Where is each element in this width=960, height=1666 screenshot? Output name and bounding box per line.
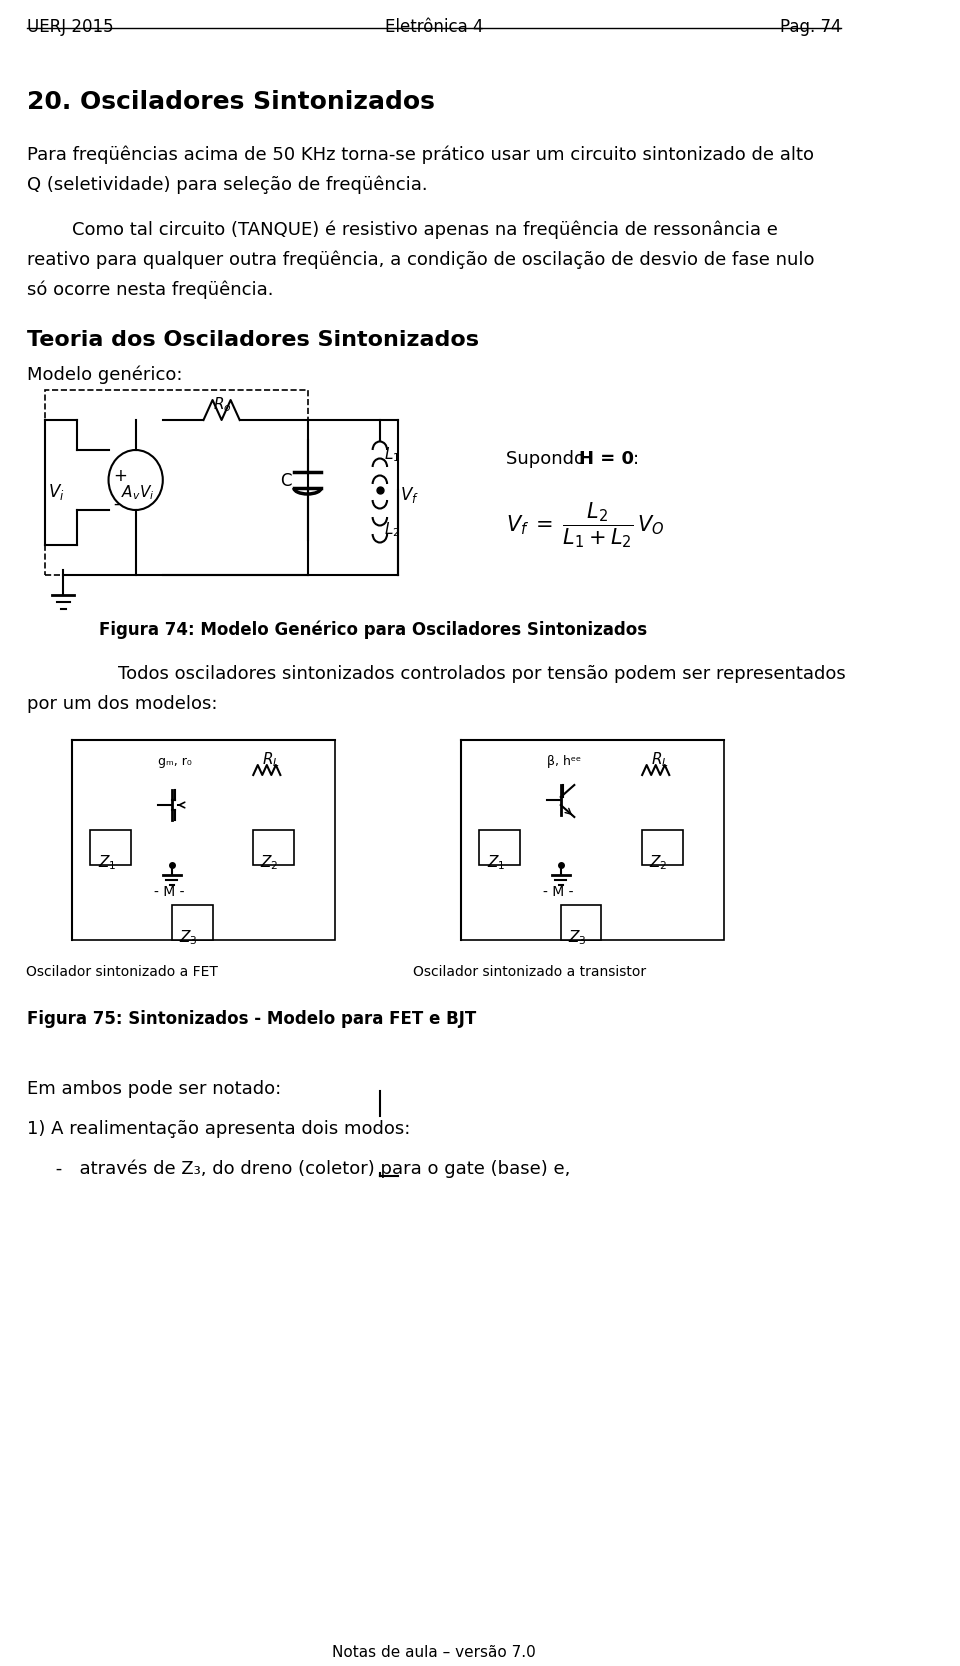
Text: $Z_1$: $Z_1$: [98, 853, 116, 871]
Text: Eletrônica 4: Eletrônica 4: [385, 18, 484, 37]
Text: Notas de aula – versão 7.0: Notas de aula – versão 7.0: [332, 1644, 536, 1659]
Bar: [72, 740, 335, 940]
Text: Supondo: Supondo: [507, 450, 591, 468]
Text: -: -: [113, 495, 119, 513]
Text: $Z_2$: $Z_2$: [649, 853, 668, 871]
Bar: [642, 830, 683, 865]
Text: $Z_1$: $Z_1$: [487, 853, 505, 871]
Text: reativo para qualquer outra freqüência, a condição de oscilação de desvio de fas: reativo para qualquer outra freqüência, …: [27, 250, 815, 268]
Text: Q (seletividade) para seleção de freqüência.: Q (seletividade) para seleção de freqüên…: [27, 175, 428, 193]
Text: $Z_3$: $Z_3$: [180, 928, 198, 946]
Text: :: :: [633, 450, 639, 468]
Text: 1) A realimentação apresenta dois modos:: 1) A realimentação apresenta dois modos:: [27, 1120, 411, 1138]
Text: C: C: [280, 471, 292, 490]
Text: Como tal circuito (TANQUE) é resistivo apenas na freqüência de ressonância e: Como tal circuito (TANQUE) é resistivo a…: [72, 220, 779, 238]
Text: - M -: - M -: [154, 885, 184, 900]
Text: $R_L$: $R_L$: [651, 750, 669, 768]
Text: $V_f \;=\; \dfrac{L_2}{L_1 + L_2}\,V_O$: $V_f \;=\; \dfrac{L_2}{L_1 + L_2}\,V_O$: [507, 500, 665, 550]
Text: - M -: - M -: [542, 885, 573, 900]
Text: $V_f$: $V_f$: [399, 485, 419, 505]
Bar: [461, 740, 724, 940]
Text: Teoria dos Osciladores Sintonizados: Teoria dos Osciladores Sintonizados: [27, 330, 479, 350]
Text: β, hᵉᵉ: β, hᵉᵉ: [547, 755, 582, 768]
Text: 20. Osciladores Sintonizados: 20. Osciladores Sintonizados: [27, 90, 435, 113]
Text: Figura 74: Modelo Genérico para Osciladores Sintonizados: Figura 74: Modelo Genérico para Oscilado…: [100, 620, 648, 638]
Text: Oscilador sintonizado a FET: Oscilador sintonizado a FET: [26, 965, 218, 980]
Bar: [90, 830, 132, 865]
Text: $L_1$: $L_1$: [384, 445, 400, 463]
Text: gₘ, r₀: gₘ, r₀: [158, 755, 192, 768]
Text: $Z_2$: $Z_2$: [260, 853, 279, 871]
Text: por um dos modelos:: por um dos modelos:: [27, 695, 218, 713]
Text: $A_v V_i$: $A_v V_i$: [121, 483, 155, 501]
Text: Em ambos pode ser notado:: Em ambos pode ser notado:: [27, 1080, 281, 1098]
Text: Para freqüências acima de 50 KHz torna-se prático usar um circuito sintonizado d: Para freqüências acima de 50 KHz torna-s…: [27, 145, 814, 163]
Text: $R_L$: $R_L$: [262, 750, 280, 768]
Text: Pag. 74: Pag. 74: [780, 18, 841, 37]
Text: $L_2$: $L_2$: [384, 520, 400, 538]
Text: $Z_3$: $Z_3$: [568, 928, 587, 946]
Bar: [172, 905, 212, 940]
Text: $R_o$: $R_o$: [212, 395, 231, 413]
Text: só ocorre nesta freqüência.: só ocorre nesta freqüência.: [27, 280, 274, 298]
Bar: [253, 830, 294, 865]
Text: Modelo genérico:: Modelo genérico:: [27, 365, 182, 383]
Bar: [45, 390, 307, 575]
Text: Todos osciladores sintonizados controlados por tensão podem ser representados: Todos osciladores sintonizados controlad…: [72, 665, 846, 683]
Text: H = 0: H = 0: [579, 450, 634, 468]
Text: +: +: [113, 466, 127, 485]
Text: UERJ 2015: UERJ 2015: [27, 18, 113, 37]
Bar: [479, 830, 520, 865]
Bar: [561, 905, 602, 940]
Text: Figura 75: Sintonizados - Modelo para FET e BJT: Figura 75: Sintonizados - Modelo para FE…: [27, 1010, 476, 1028]
Text: $V_i$: $V_i$: [48, 481, 64, 501]
Text: Oscilador sintonizado a transistor: Oscilador sintonizado a transistor: [413, 965, 646, 980]
Text: -   através de Z₃, do dreno (coletor) para o gate (base) e,: - através de Z₃, do dreno (coletor) para…: [27, 1160, 570, 1178]
